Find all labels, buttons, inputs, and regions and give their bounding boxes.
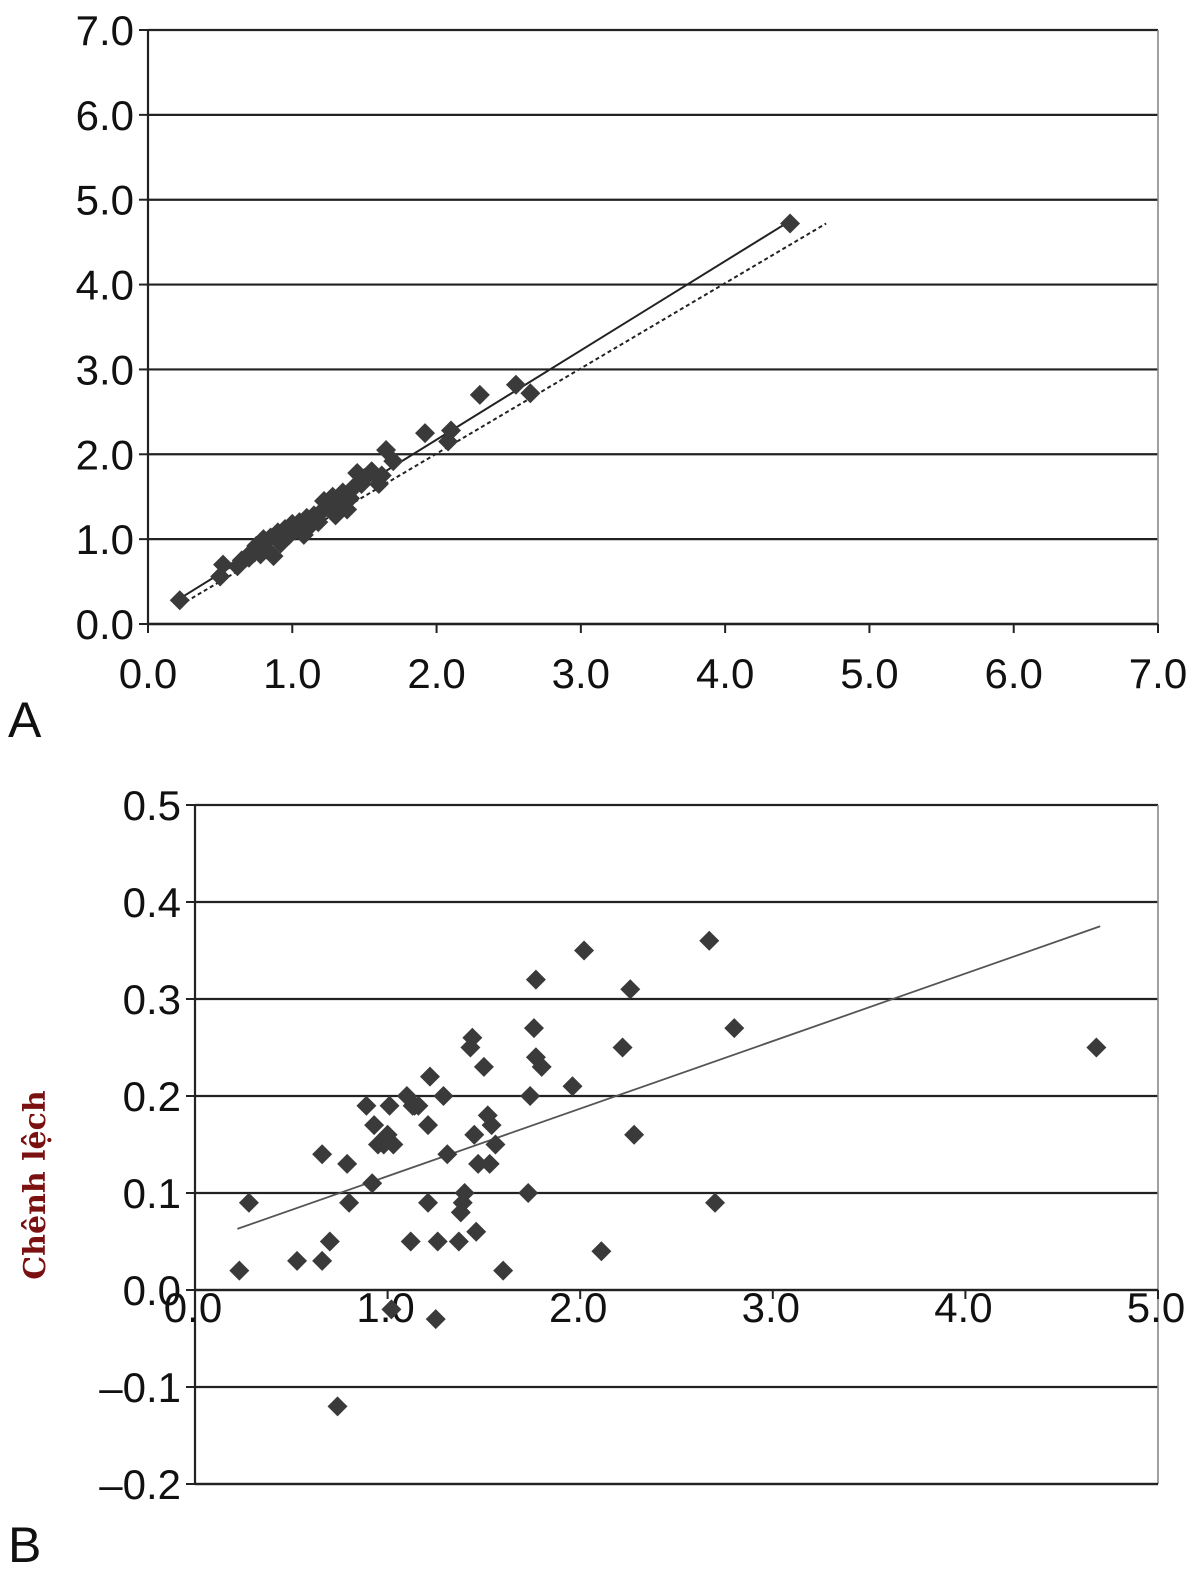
b-data-point xyxy=(493,1260,514,1281)
b-data-point xyxy=(448,1231,469,1252)
b-data-point xyxy=(418,1115,439,1136)
a-data-point xyxy=(325,505,346,526)
panel-a-label: A xyxy=(8,692,42,748)
b-data-point xyxy=(238,1192,259,1213)
a-data-point xyxy=(505,374,526,395)
b-x-tick-label: 2.0 xyxy=(549,1284,607,1331)
a-y-tick-label: 1.0 xyxy=(76,516,134,563)
b-data-point xyxy=(381,1299,402,1320)
b-data-point xyxy=(462,1027,483,1048)
b-data-point xyxy=(337,1153,358,1174)
a-fit-line-dashed xyxy=(179,222,827,607)
b-fit-line-solid xyxy=(237,925,1101,1230)
a-x-tick-label: 4.0 xyxy=(696,650,754,697)
b-data-point xyxy=(312,1250,333,1271)
a-x-tick-label: 3.0 xyxy=(552,650,610,697)
panel-b-label: B xyxy=(8,1517,41,1570)
b-data-point xyxy=(591,1241,612,1262)
a-data-point xyxy=(383,451,404,472)
b-data-point xyxy=(523,1018,544,1039)
b-data-point xyxy=(1086,1037,1107,1058)
b-data-point xyxy=(437,1144,458,1165)
panel-a-chart: 0.0 1.0 2.0 3.0 4.0 5.0 6.0 7.0 0.0 1.0 2.0 3.0 4.0 5… xyxy=(76,7,1188,697)
b-x-tick-label: 5.0 xyxy=(1127,1284,1185,1331)
a-y-tick-label: 4.0 xyxy=(76,262,134,309)
b-data-point xyxy=(425,1309,446,1330)
b-data-point xyxy=(379,1095,400,1116)
b-data-point xyxy=(464,1124,485,1145)
b-data-point xyxy=(481,1115,502,1136)
a-data-point xyxy=(780,213,801,234)
b-data-point xyxy=(408,1095,429,1116)
b-data-point xyxy=(612,1037,633,1058)
a-x-tick-label: 7.0 xyxy=(1129,650,1187,697)
b-data-point xyxy=(339,1192,360,1213)
b-data-point xyxy=(466,1221,487,1242)
b-data-point xyxy=(724,1018,745,1039)
b-data-point xyxy=(473,1056,494,1077)
b-y-tick-label: 0.3 xyxy=(123,976,181,1023)
b-data-point xyxy=(705,1192,726,1213)
a-x-tick-label: 5.0 xyxy=(840,650,898,697)
a-data-point xyxy=(371,465,392,486)
a-data-point xyxy=(441,420,461,441)
b-y-tick-label: –0.1 xyxy=(99,1364,181,1411)
b-data-point xyxy=(364,1115,385,1136)
a-y-tick-label: 0.0 xyxy=(76,601,134,648)
a-data-point xyxy=(169,590,190,611)
b-data-point xyxy=(468,1153,489,1174)
b-y-tick-label: –0.2 xyxy=(99,1461,181,1508)
a-data-point xyxy=(213,554,234,575)
a-y-tick-label: 3.0 xyxy=(76,346,134,393)
b-data-point xyxy=(327,1396,348,1417)
a-data-point xyxy=(415,423,436,444)
b-x-tick-label: 0.0 xyxy=(164,1284,222,1331)
a-data-point xyxy=(520,383,541,404)
a-x-tick-label: 2.0 xyxy=(407,650,465,697)
b-data-point xyxy=(287,1250,308,1271)
b-data-point xyxy=(400,1231,421,1252)
a-data-point xyxy=(469,384,490,405)
b-data-point xyxy=(319,1231,340,1252)
b-x-tick-label: 4.0 xyxy=(934,1284,992,1331)
b-data-point xyxy=(427,1231,448,1252)
a-y-tick-label: 2.0 xyxy=(76,431,134,478)
b-data-point xyxy=(562,1076,583,1097)
a-y-tick-label: 7.0 xyxy=(76,7,134,54)
b-x-tick-label: 3.0 xyxy=(742,1284,800,1331)
panel-b-chart: –0.2–0.10.00.10.20.30.40.50.01.02.03.04.… xyxy=(99,782,1185,1508)
a-x-tick-label: 6.0 xyxy=(985,650,1043,697)
b-data-point xyxy=(525,969,546,990)
a-x-tick-label: 0.0 xyxy=(119,650,177,697)
b-y-tick-label: 0.1 xyxy=(123,1170,181,1217)
b-data-point xyxy=(419,1066,440,1087)
b-data-point xyxy=(518,1183,539,1203)
b-data-point xyxy=(520,1086,541,1106)
b-data-point xyxy=(312,1144,333,1165)
b-y-tick-label: 0.0 xyxy=(123,1267,181,1314)
b-data-point xyxy=(531,1056,552,1077)
b-data-point xyxy=(383,1134,404,1155)
b-data-point xyxy=(418,1192,439,1213)
b-data-point xyxy=(229,1260,250,1281)
b-y-tick-label: 0.4 xyxy=(123,879,181,926)
b-data-point xyxy=(454,1183,475,1203)
b-y-tick-label: 0.2 xyxy=(123,1073,181,1120)
b-data-point xyxy=(479,1153,500,1174)
b-data-point xyxy=(485,1134,506,1155)
b-data-point xyxy=(699,930,720,951)
b-y-tick-label: 0.5 xyxy=(123,782,181,829)
a-y-tick-label: 6.0 xyxy=(76,92,134,139)
b-data-point xyxy=(624,1124,645,1145)
b-data-point xyxy=(433,1086,454,1106)
b-data-point xyxy=(574,940,595,961)
b-data-point xyxy=(620,979,641,1000)
a-y-tick-label: 5.0 xyxy=(76,177,134,224)
b-data-point xyxy=(356,1095,377,1116)
b-data-point xyxy=(362,1173,383,1194)
a-x-tick-label: 1.0 xyxy=(263,650,321,697)
panel-b-y-axis-label: Chênh lệch xyxy=(18,1090,53,1280)
